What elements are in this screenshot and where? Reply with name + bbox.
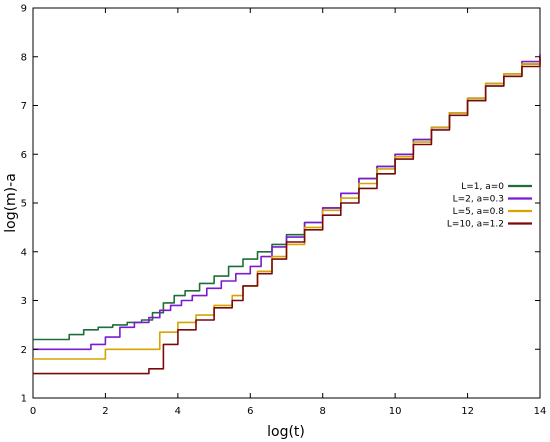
y-tick-label: 5 — [21, 199, 27, 210]
y-tick-label: 8 — [21, 52, 27, 63]
x-tick-label: 2 — [102, 406, 108, 417]
y-tick-label: 4 — [21, 247, 27, 258]
y-tick-label: 9 — [21, 4, 27, 15]
y-tick-label: 7 — [21, 101, 27, 112]
series-layer — [33, 54, 541, 375]
legend-label: L=1, a=0 — [461, 182, 504, 192]
legend: L=1, a=0 L=2, a=0.3 L=5, a=0.8 L=10, a=1.2 — [447, 182, 532, 230]
y-axis-title: log(m)-a — [3, 173, 19, 233]
series-line-4 — [33, 56, 541, 375]
x-tick-label: 6 — [247, 406, 253, 417]
x-tick-label: 0 — [30, 406, 36, 417]
x-tick-label: 8 — [320, 406, 326, 417]
legend-label: L=10, a=1.2 — [447, 220, 504, 230]
x-tick-label: 12 — [461, 406, 474, 417]
x-tick-label: 14 — [534, 406, 547, 417]
y-tick-label: 3 — [21, 296, 27, 307]
x-tick-label: 4 — [175, 406, 181, 417]
legend-label: L=2, a=0.3 — [453, 195, 504, 205]
y-tick-label: 1 — [21, 394, 27, 405]
y-tick-label: 2 — [21, 345, 27, 356]
legend-label: L=5, a=0.8 — [453, 207, 505, 217]
x-tick-label: 10 — [389, 406, 402, 417]
y-tick-label: 6 — [21, 150, 27, 161]
x-axis-title: log(t) — [267, 424, 305, 440]
